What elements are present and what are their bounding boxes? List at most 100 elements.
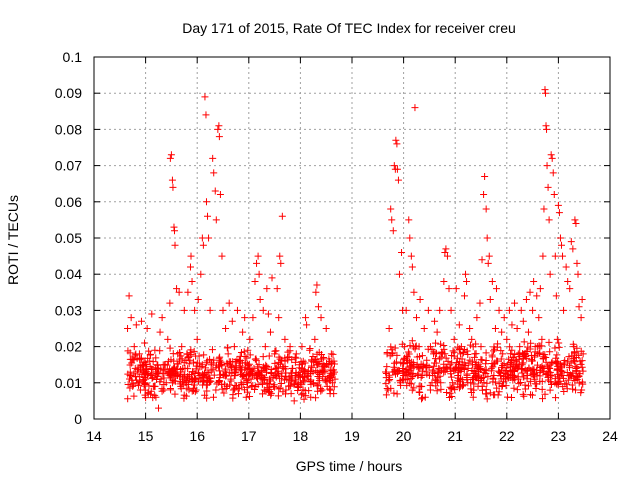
band-point [405, 350, 413, 358]
band-point [415, 388, 423, 396]
band-point [515, 380, 523, 388]
data-point [402, 306, 410, 314]
band-point [538, 385, 546, 393]
data-point [395, 270, 403, 278]
y-tick-label: 0.06 [55, 194, 82, 210]
band-point [393, 390, 401, 398]
data-point [188, 277, 196, 285]
y-tick-label: 0.05 [55, 230, 82, 246]
data-point [561, 361, 569, 369]
band-point [558, 367, 566, 375]
band-point [433, 387, 441, 395]
data-point [241, 314, 249, 322]
data-point [224, 350, 232, 358]
data-point [528, 357, 536, 365]
band-point [317, 387, 325, 395]
band-point [184, 353, 192, 361]
band-point [563, 385, 571, 393]
band-point [566, 364, 574, 372]
data-point [135, 350, 143, 358]
data-point [483, 234, 491, 242]
data-point [312, 288, 320, 296]
data-point [516, 343, 524, 351]
data-point [500, 314, 508, 322]
band-point [286, 382, 294, 390]
data-point [419, 361, 427, 369]
band-point [437, 385, 445, 393]
data-point [244, 346, 252, 354]
band-point [495, 388, 503, 396]
band-point [491, 378, 499, 386]
band-point [291, 358, 299, 366]
band-point [432, 339, 440, 347]
data-point [544, 183, 552, 191]
data-point [418, 382, 426, 390]
plot-frame [93, 56, 611, 420]
data-point [191, 306, 199, 314]
data-point [247, 382, 255, 390]
band-point [519, 359, 527, 367]
x-tick-label: 17 [241, 428, 257, 444]
data-point [328, 379, 336, 387]
data-point [299, 390, 307, 398]
band-point [382, 370, 390, 378]
data-point [514, 375, 522, 383]
band-point [472, 340, 480, 348]
data-point [260, 386, 268, 394]
band-point [242, 364, 250, 372]
band-point [192, 365, 200, 373]
data-point [477, 343, 485, 351]
data-point [277, 259, 285, 267]
data-point [572, 220, 580, 228]
band-point [437, 340, 445, 348]
y-tick-label: 0.07 [55, 158, 82, 174]
data-point [502, 375, 510, 383]
data-point [230, 343, 238, 351]
band-point [569, 369, 577, 377]
band-point [278, 372, 286, 380]
band-point [203, 387, 211, 395]
data-point [385, 325, 393, 332]
band-point [264, 385, 272, 393]
data-point [215, 122, 223, 130]
band-point [276, 360, 284, 368]
band-point [440, 341, 448, 349]
data-point [538, 335, 546, 343]
band-point [532, 384, 540, 392]
band-point [546, 364, 554, 372]
band-point [326, 386, 334, 394]
x-tick-label: 23 [551, 428, 567, 444]
band-point [446, 383, 454, 391]
band-point [571, 358, 579, 366]
data-point [485, 252, 493, 260]
data-point [171, 241, 179, 249]
band-point [510, 384, 518, 392]
band-point [520, 338, 528, 346]
band-point [448, 359, 456, 367]
band-point [506, 343, 514, 351]
data-point [289, 364, 297, 372]
data-point [463, 277, 471, 285]
data-point [162, 379, 170, 387]
data-point [494, 357, 502, 365]
data-point [539, 252, 547, 260]
data-point [202, 111, 210, 119]
band-point [265, 352, 273, 360]
band-point [383, 385, 391, 393]
data-point [541, 86, 549, 94]
data-point [533, 292, 541, 300]
band-point [174, 360, 182, 368]
data-point [271, 350, 279, 358]
band-point [468, 366, 476, 374]
data-point [431, 317, 439, 325]
data-point [197, 270, 205, 278]
data-point [535, 314, 543, 322]
band-point [189, 358, 197, 366]
data-point [304, 375, 312, 383]
data-point [327, 350, 335, 358]
data-point [498, 328, 506, 336]
band-point [240, 386, 248, 394]
band-point [255, 367, 263, 375]
data-point [508, 321, 516, 329]
band-point [538, 362, 546, 370]
